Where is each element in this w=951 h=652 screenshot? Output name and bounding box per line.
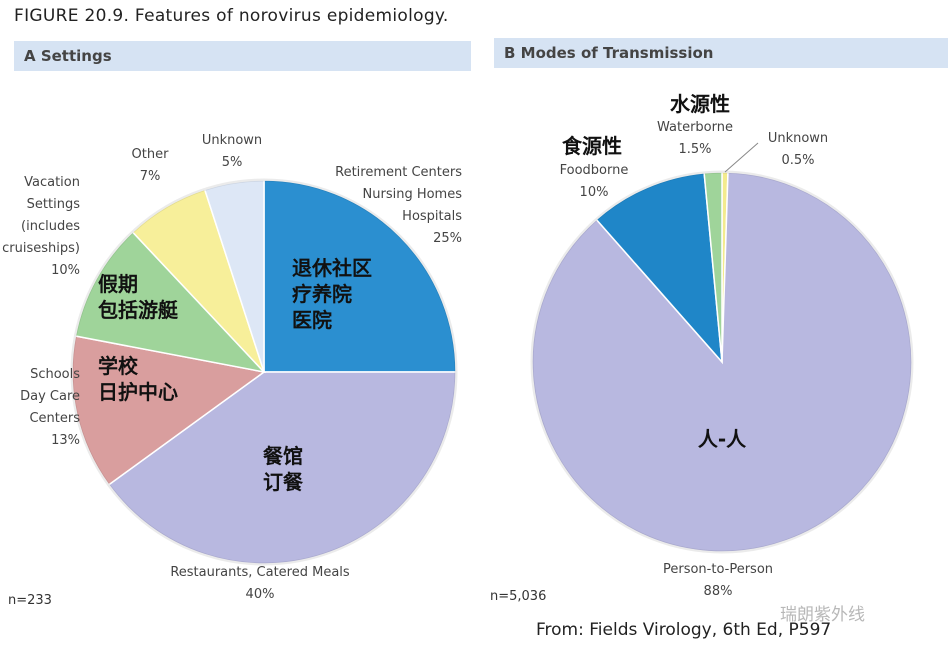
slice-cn-label-schools: 学校日护中心 xyxy=(98,354,178,404)
panel-a-header: A Settings xyxy=(14,41,471,71)
slice-label-unknown: Unknown 0.5% xyxy=(768,131,828,168)
slice-label-retirement-centers: Retirement Centers Nursing Homes Hospitals… xyxy=(335,165,462,246)
pie-rim xyxy=(70,178,458,566)
slice-label-foodborne: Foodborne 10% xyxy=(560,163,629,200)
pie-slice-foodborne xyxy=(595,172,723,365)
slice-label-restaurants-catered-meals: Restaurants, Catered Meals 40% xyxy=(170,565,350,602)
slice-cn-label-restaurants-catered-meals: 餐馆订餐 xyxy=(263,444,304,494)
pie-settings: Retirement Centers Nursing Homes Hospitals… xyxy=(2,133,462,602)
pie-slice-unknown xyxy=(203,179,265,373)
slice-label-person-to-person: Person-to-Person 88% xyxy=(663,562,773,599)
pie-slice-vacation xyxy=(74,230,267,374)
pie-slice-waterborne xyxy=(703,171,723,363)
figure-title: FIGURE 20.9. Features of norovirus epide… xyxy=(14,6,449,26)
leader-line-unknown xyxy=(724,142,759,173)
watermark: 瑞朗紫外线 xyxy=(780,605,865,625)
slice-label-schools: Schools Day Care Centers 13% xyxy=(20,367,80,448)
source-citation: From: Fields Virology, 6th Ed, P597 xyxy=(536,620,832,640)
slice-cn-label-foodborne: 食源性 xyxy=(562,134,622,158)
pie-slice-retirement-centers xyxy=(263,179,457,373)
panel-a-sample-size: n=233 xyxy=(8,593,52,608)
slice-cn-label-retirement-centers: 退休社区疗养院医院 xyxy=(292,256,372,332)
slice-label-other: Other 7% xyxy=(132,147,170,184)
slice-cn-label-person-to-person: 人-人 xyxy=(698,427,747,451)
panel-b-header: B Modes of Transmission xyxy=(494,38,948,68)
slice-cn-label-waterborne: 水源性 xyxy=(670,92,730,116)
slice-label-waterborne: Waterborne 1.5% xyxy=(657,120,733,157)
panel-b-sample-size: n=5,036 xyxy=(490,589,547,604)
pie-transmission: Unknown 0.5% Person-to-Person 88% 人-人 Foodbor… xyxy=(530,92,914,599)
slice-label-unknown: Unknown 5% xyxy=(202,133,262,170)
slice-cn-label-vacation: 假期包括游艇 xyxy=(98,272,179,322)
pie-slice-schools xyxy=(71,335,266,486)
pie-rim xyxy=(530,170,914,554)
pie-slice-restaurants-catered-meals xyxy=(107,371,457,565)
slice-label-vacation: Vacation Settings (includes cruiseships) 10% xyxy=(2,175,80,278)
